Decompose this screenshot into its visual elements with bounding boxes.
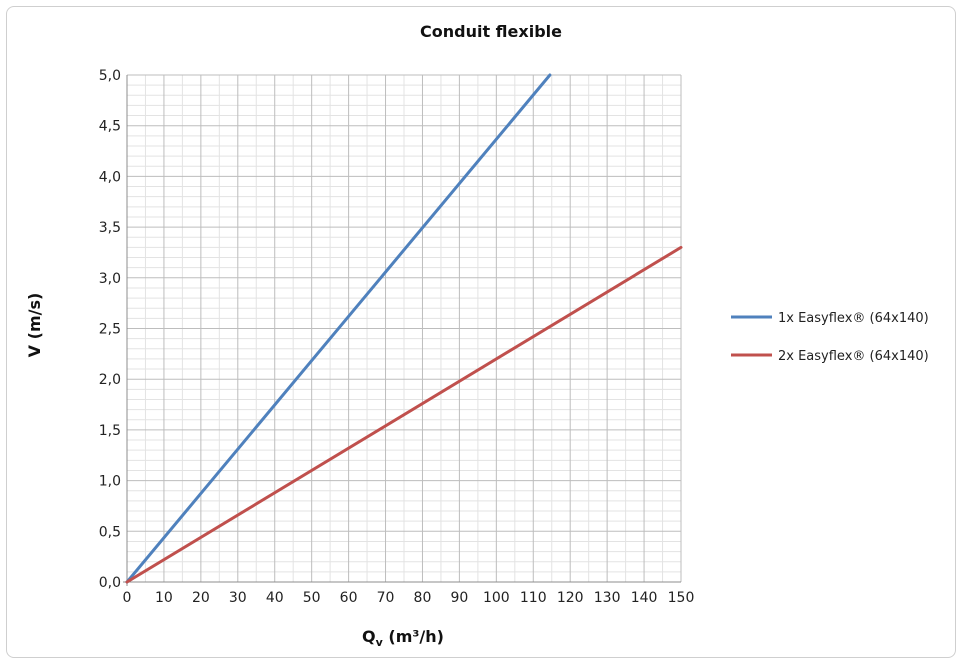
x-tick-label: 40 <box>266 590 284 606</box>
y-tick-label: 2,5 <box>99 322 121 338</box>
y-tick-label: 0,5 <box>99 524 121 540</box>
x-tick-label: 120 <box>557 590 584 606</box>
x-tick-label: 110 <box>520 590 547 606</box>
x-tick-label: 130 <box>594 590 621 606</box>
y-tick-label: 1,5 <box>99 423 121 439</box>
y-tick-label: 4,0 <box>99 169 121 185</box>
x-axis-title-main: Q <box>362 627 376 646</box>
series-lines <box>125 73 683 584</box>
x-tick-label: 0 <box>123 590 132 606</box>
series-line-1 <box>125 73 552 584</box>
chart-title: Conduit flexible <box>420 22 562 41</box>
x-tick-label: 20 <box>192 590 210 606</box>
x-axis-title: Qv (m³/h) <box>362 627 444 649</box>
x-tick-label: 50 <box>303 590 321 606</box>
axes <box>123 75 681 586</box>
legend: 1x Easyflex® (64x140) 2x Easyflex® (64x14… <box>731 311 929 364</box>
y-tick-labels: 0,0 0,5 1,0 1,5 2,0 2,5 3,0 3,5 4,0 4,5 5,0 <box>99 68 121 591</box>
x-tick-label: 100 <box>483 590 510 606</box>
x-axis-title-unit: (m³/h) <box>383 627 444 646</box>
y-tick-label: 3,0 <box>99 271 121 287</box>
legend-label-2: 2x Easyflex® (64x140) <box>778 349 929 364</box>
x-tick-labels: 0 10 20 30 40 50 60 70 80 90 100 110 120 130 140 150 <box>123 590 695 606</box>
y-tick-label: 0,0 <box>99 575 121 591</box>
series-line-2 <box>125 245 683 584</box>
y-tick-label: 4,5 <box>99 119 121 135</box>
x-axis-title-sub: v <box>376 636 384 649</box>
y-tick-label: 3,5 <box>99 220 121 236</box>
y-axis-title: V (m/s) <box>25 293 44 358</box>
x-tick-label: 60 <box>340 590 358 606</box>
x-tick-label: 80 <box>414 590 432 606</box>
x-tick-label: 150 <box>668 590 695 606</box>
y-tick-label: 2,0 <box>99 372 121 388</box>
x-tick-label: 140 <box>631 590 658 606</box>
legend-label-1: 1x Easyflex® (64x140) <box>778 311 929 326</box>
x-tick-label: 90 <box>450 590 468 606</box>
y-tick-label: 5,0 <box>99 68 121 84</box>
x-tick-label: 30 <box>229 590 247 606</box>
x-tick-label: 70 <box>377 590 395 606</box>
y-tick-label: 1,0 <box>99 474 121 490</box>
x-tick-label: 10 <box>155 590 173 606</box>
